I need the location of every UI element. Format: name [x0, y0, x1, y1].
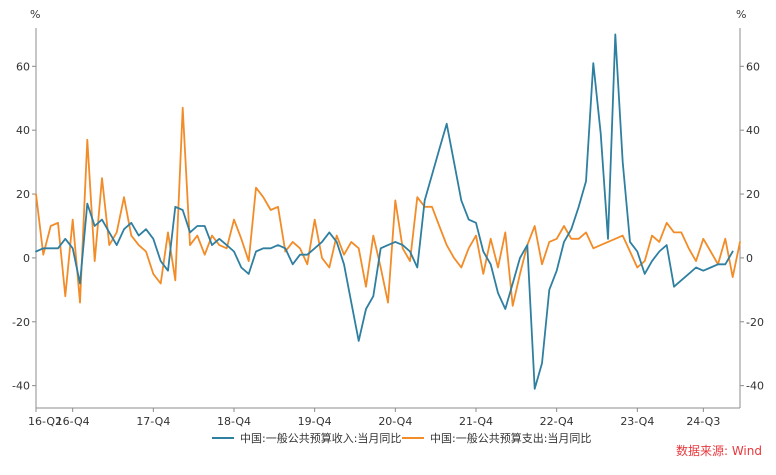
series-line-1 — [35, 33, 734, 390]
series-lines — [35, 33, 741, 390]
x-tick-label: 19-Q4 — [298, 415, 332, 428]
x-tick-label: 20-Q4 — [378, 415, 412, 428]
y-tick-label-left: -40 — [12, 380, 30, 393]
x-tick-label: 22-Q4 — [540, 415, 574, 428]
y-tick-label-left: 0 — [23, 252, 30, 265]
x-tick-label: 18-Q4 — [217, 415, 251, 428]
chart-axes — [35, 28, 741, 409]
y-tick-label-left: 60 — [16, 60, 30, 73]
right-unit-label: % — [736, 8, 746, 21]
legend-label-1: 中国:一般公共预算收入:当月同比 — [240, 431, 401, 445]
y-tick-label-right: 60 — [746, 60, 760, 73]
y-tick-label-left: 40 — [16, 124, 30, 137]
x-tick-label: 16-Q4 — [56, 415, 90, 428]
x-tick-label: 24-Q3 — [686, 415, 720, 428]
y-tick-label-right: -20 — [746, 316, 764, 329]
y-tick-label-right: 20 — [746, 188, 760, 201]
data-source-label: 数据来源: Wind — [675, 444, 762, 458]
legend-label-2: 中国:一般公共预算支出:当月同比 — [430, 431, 591, 445]
y-tick-label-right: 0 — [746, 252, 753, 265]
series-line-2 — [35, 106, 741, 307]
left-unit-label: % — [30, 8, 40, 21]
x-tick-label: 21-Q4 — [459, 415, 493, 428]
y-tick-label-right: -40 — [746, 380, 764, 393]
x-tick-label: 16-Q2 — [28, 415, 62, 428]
x-tick-label: 23-Q4 — [620, 415, 654, 428]
legend: 中国:一般公共预算收入:当月同比 中国:一般公共预算支出:当月同比 — [212, 431, 591, 445]
x-tick-label: 17-Q4 — [136, 415, 170, 428]
y-tick-label-left: -20 — [12, 316, 30, 329]
y-tick-label-right: 40 — [746, 124, 760, 137]
y-tick-label-left: 20 — [16, 188, 30, 201]
